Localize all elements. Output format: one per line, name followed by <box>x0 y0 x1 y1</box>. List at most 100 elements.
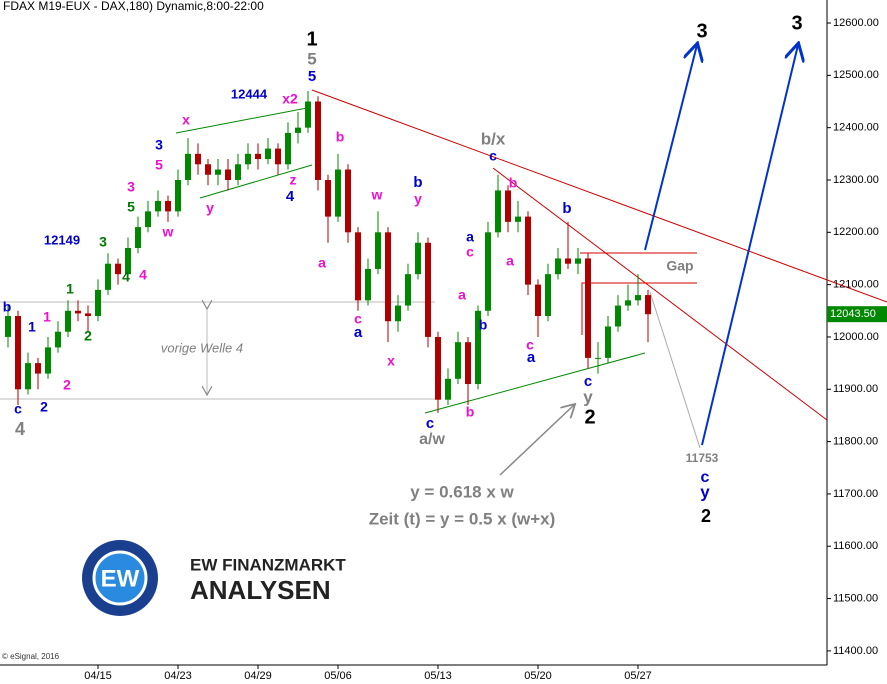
candle-body <box>635 295 641 301</box>
wave-label: 3 <box>791 12 802 34</box>
candle-body <box>595 357 601 359</box>
candle-body <box>55 331 61 348</box>
y-tick-label: 11400.00 <box>833 645 878 657</box>
candle-body <box>205 164 211 175</box>
wave-label: 4 <box>122 269 130 285</box>
wave-label: b <box>562 200 571 217</box>
candle-body <box>335 169 341 217</box>
candle-body <box>555 258 561 275</box>
candle-body <box>195 153 201 165</box>
candle-body <box>135 227 141 249</box>
wave-label: Zeit (t) = y = 0.5 x (w+x) <box>369 509 556 528</box>
x-tick-label: 04/23 <box>164 670 192 682</box>
candle-body <box>495 190 501 233</box>
logo: EW EW FINANZMARKT ANALYSEN <box>82 540 346 616</box>
wave-label: a <box>318 255 326 271</box>
wave-label: y <box>206 200 214 216</box>
candle-body <box>405 274 411 306</box>
candle-body <box>125 248 131 275</box>
wave-label: y <box>414 191 422 207</box>
candle-body <box>345 169 351 233</box>
wave-label: a <box>466 229 474 245</box>
wave-label: w <box>371 187 383 203</box>
wave-label: y <box>583 387 593 406</box>
wave-label: y = 0.618 x w <box>410 482 514 501</box>
wave-label: 2 <box>701 506 711 526</box>
x-tick-label: 05/27 <box>624 670 652 682</box>
credit: © eSignal, 2016 <box>2 652 60 661</box>
logo-line2: ANALYSEN <box>190 575 331 605</box>
wave-label: 5 <box>308 68 316 85</box>
wave-label: x <box>182 112 190 128</box>
candle-body <box>315 101 321 180</box>
y-tick-label: 12100.00 <box>833 279 879 291</box>
candle-body <box>85 313 91 317</box>
wave-label: 4 <box>286 188 295 205</box>
candle-body <box>355 232 361 301</box>
candle-body <box>365 268 371 301</box>
wave-label: b <box>336 129 345 145</box>
y-tick-label: 11600.00 <box>833 540 878 552</box>
y-tick-label: 12500.00 <box>833 69 879 81</box>
wave-label: b <box>466 404 475 420</box>
candle-body <box>105 263 111 290</box>
wave-label: 5 <box>127 199 135 215</box>
candle-body <box>5 316 11 337</box>
wave-label: 3 <box>127 179 135 195</box>
wave-label: c <box>489 148 497 164</box>
candle-body <box>185 153 191 180</box>
logo-mark: EW <box>101 565 140 592</box>
wave-label: w <box>162 224 174 240</box>
candle-body <box>435 336 441 400</box>
x-tick-label: 05/20 <box>524 670 552 682</box>
y-tick-label: 11800.00 <box>833 435 878 447</box>
candle-body <box>75 310 81 314</box>
wave-label: c <box>526 337 534 353</box>
candle-body <box>425 242 431 337</box>
chart-title: FDAX M19-EUX - DAX,180) Dynamic,8:00-22:… <box>3 0 264 13</box>
y-tick-label: 12600.00 <box>833 17 879 29</box>
candle-body <box>25 363 31 390</box>
candle-body <box>565 258 571 264</box>
candle-body <box>325 179 331 217</box>
wave-label: a <box>458 287 466 303</box>
wave-label: y <box>700 482 710 501</box>
wave-label: 2 <box>40 399 48 415</box>
candle-body <box>385 232 391 322</box>
candle-body <box>445 378 451 400</box>
last-price-box <box>827 306 887 323</box>
y-tick-label: 12200.00 <box>833 226 879 238</box>
wave-label: c <box>466 244 474 260</box>
candle-body <box>15 316 21 390</box>
candle-body <box>155 200 161 212</box>
overlay-lines <box>0 45 887 476</box>
candle-body <box>605 326 611 358</box>
candle-body <box>585 258 591 358</box>
x-tick-label: 05/13 <box>424 670 452 682</box>
wave-label: c <box>426 415 434 432</box>
y-tick-label: 11900.00 <box>833 383 878 395</box>
wave-label: vorige Welle 4 <box>161 340 243 355</box>
candle-body <box>305 101 311 128</box>
wave-label: b <box>509 175 518 191</box>
candle-body <box>615 305 621 327</box>
candle-body <box>515 216 521 222</box>
y-tick-label: 11500.00 <box>833 592 878 604</box>
candle-body <box>45 347 51 374</box>
wave-label: x <box>387 353 395 369</box>
candle-body <box>545 274 551 317</box>
candle-body <box>625 300 631 306</box>
wave-label: 2 <box>584 406 595 428</box>
candle-body <box>645 295 651 315</box>
y-tick-label: 12300.00 <box>833 174 879 186</box>
wave-label: c <box>701 469 710 486</box>
wave-label: b/x <box>481 129 506 148</box>
wave-label: a <box>506 253 514 269</box>
candle-body <box>285 132 291 165</box>
wave-label: 2 <box>63 377 71 393</box>
wave-label: 1 <box>66 281 74 297</box>
wave-label: b <box>3 299 12 315</box>
candle-body <box>235 164 241 180</box>
wave-label: x2 <box>282 91 298 107</box>
